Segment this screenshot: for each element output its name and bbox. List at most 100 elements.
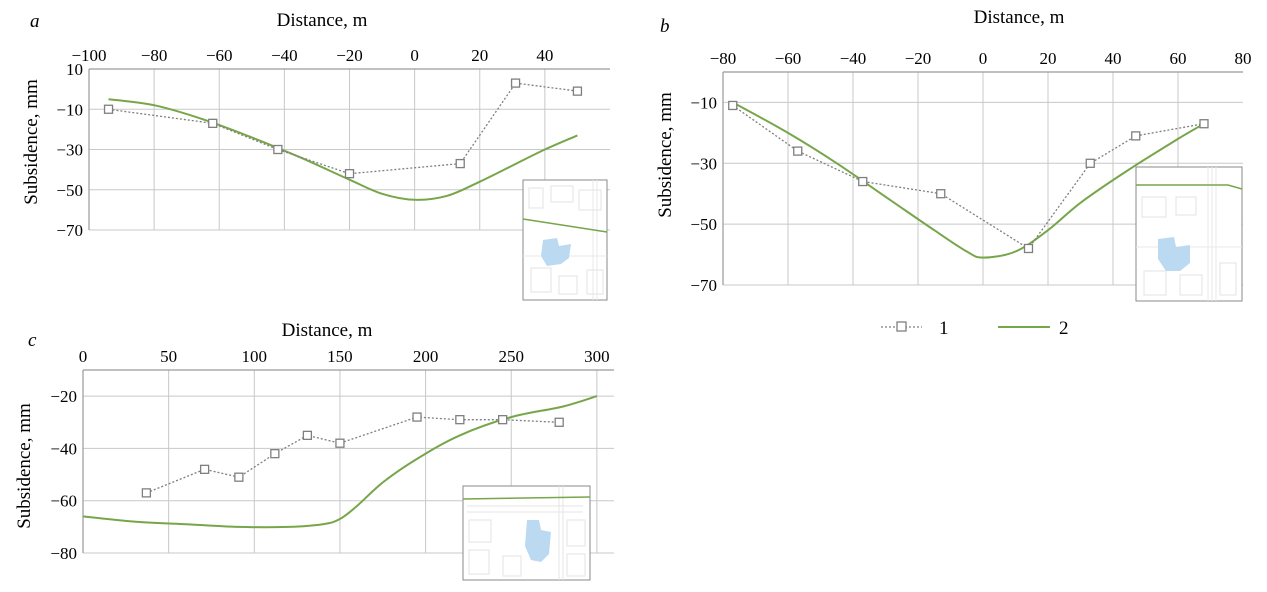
x-tick-labels: −100 −80 −60 −40 −20 0 20 40 — [71, 46, 553, 65]
y-axis-title: Subsidence, mm — [655, 92, 676, 218]
panel-label: b — [660, 16, 670, 37]
y-axis-title: Subsidence, mm — [14, 403, 35, 529]
data-point-marker — [1131, 131, 1141, 141]
series-2-line — [108, 98, 578, 201]
y-tick-label: −20 — [50, 387, 77, 406]
x-grid — [168, 370, 598, 553]
x-tick-label: −80 — [141, 46, 168, 65]
data-point-marker — [554, 417, 564, 427]
data-point-marker — [498, 415, 508, 425]
plot-frame — [82, 369, 614, 553]
data-point-marker — [234, 472, 244, 482]
panel-label: c — [28, 330, 37, 351]
x-tick-label: 250 — [498, 347, 524, 366]
y-tick-label: −10 — [690, 93, 717, 112]
data-point-marker — [335, 438, 345, 448]
data-point-marker — [455, 158, 465, 169]
data-point-marker — [344, 168, 355, 179]
x-tick-label: 20 — [471, 46, 488, 65]
legend-label-1: 1 — [939, 318, 949, 339]
x-tick-label: −60 — [206, 46, 233, 65]
inset-map — [522, 179, 608, 301]
x-tick-label: −20 — [336, 46, 363, 65]
x-tick-labels: −80 −60 −40 −20 0 20 40 60 80 — [710, 49, 1252, 68]
y-tick-label: −70 — [56, 221, 83, 240]
data-point-marker — [1199, 119, 1209, 129]
x-axis-title: Distance, m — [282, 320, 373, 341]
series-2-line — [732, 101, 1205, 259]
x-tick-label: −20 — [905, 49, 932, 68]
x-tick-label: −60 — [775, 49, 802, 68]
y-tick-label: −40 — [50, 439, 77, 458]
inset-map — [1135, 166, 1243, 302]
panel-c: c Distance, m Subsidence, mm 0 50 100 150 20… — [14, 320, 614, 581]
x-axis-title: Distance, m — [277, 10, 368, 31]
x-tick-label: 40 — [536, 46, 553, 65]
data-point-marker — [273, 144, 283, 155]
data-point-marker — [208, 118, 218, 128]
y-tick-label: −80 — [50, 544, 77, 563]
data-point-marker — [412, 412, 422, 422]
data-point-marker — [572, 86, 583, 96]
x-tick-label: 80 — [1235, 49, 1252, 68]
series-1-line — [108, 82, 578, 175]
x-tick-label: −80 — [710, 49, 737, 68]
data-point-marker — [141, 488, 152, 498]
series-1-markers — [141, 412, 564, 498]
y-tick-label: −30 — [56, 141, 83, 160]
series-1-line — [732, 104, 1205, 250]
y-tick-label: −70 — [690, 276, 717, 295]
x-tick-label: 20 — [1040, 49, 1057, 68]
data-point-marker — [199, 464, 210, 474]
data-point-marker — [510, 78, 521, 88]
data-point-marker — [858, 176, 868, 187]
data-point-marker — [270, 449, 280, 459]
y-axis-title: Subsidence, mm — [21, 79, 42, 205]
y-tick-label: −30 — [690, 154, 717, 173]
panel-a: a Distance, m Subsidence, mm −10 0 −80 −60 −… — [21, 10, 610, 301]
series-1-markers — [103, 78, 583, 179]
data-point-marker — [793, 146, 803, 156]
legend-label-2: 2 — [1059, 318, 1069, 339]
legend-item-2: 2 — [998, 318, 1069, 339]
y-tick-labels: 10 −10 −30 −50 −70 — [56, 60, 83, 240]
x-axis-title: Distance, m — [974, 7, 1065, 28]
x-tick-label: 0 — [979, 49, 988, 68]
panel-b: b Distance, m Subsidence, mm −80 −60 −40 −2… — [655, 7, 1252, 339]
data-point-marker — [1085, 158, 1095, 168]
y-tick-label: −60 — [50, 492, 77, 511]
data-point-marker — [936, 189, 946, 199]
y-tick-labels: −10 −30 −50 −70 — [690, 93, 717, 295]
data-point-marker — [103, 104, 114, 114]
y-tick-label: −10 — [56, 100, 83, 119]
x-tick-label: 300 — [584, 347, 610, 366]
x-tick-label: 200 — [413, 347, 439, 366]
x-tick-label: 60 — [1170, 49, 1187, 68]
x-tick-label: 50 — [160, 347, 177, 366]
panel-label: a — [30, 11, 40, 32]
x-tick-label: 150 — [327, 347, 353, 366]
series-1-markers — [728, 100, 1209, 254]
x-tick-label: −40 — [271, 46, 298, 65]
inset-map — [462, 485, 591, 581]
y-tick-labels: −20 −40 −60 −80 — [50, 387, 77, 563]
data-point-marker — [455, 415, 465, 425]
plot-frame — [88, 68, 610, 230]
data-point-marker — [728, 100, 738, 111]
legend-item-1: 1 — [881, 318, 949, 339]
y-tick-label: −50 — [690, 215, 717, 234]
x-tick-label: 100 — [242, 347, 268, 366]
x-tick-labels: 0 50 100 150 200 250 300 — [79, 347, 610, 366]
legend: 1 2 — [881, 318, 1069, 339]
x-grid — [787, 72, 1179, 285]
x-tick-label: 0 — [79, 347, 88, 366]
y-tick-label: −50 — [56, 181, 83, 200]
plot-frame — [722, 71, 1243, 285]
x-tick-label: 40 — [1105, 49, 1122, 68]
y-tick-label: 10 — [66, 60, 83, 79]
data-point-marker — [302, 430, 313, 441]
x-tick-label: −40 — [840, 49, 867, 68]
data-point-marker — [1023, 243, 1034, 254]
x-tick-label: 0 — [410, 46, 419, 65]
